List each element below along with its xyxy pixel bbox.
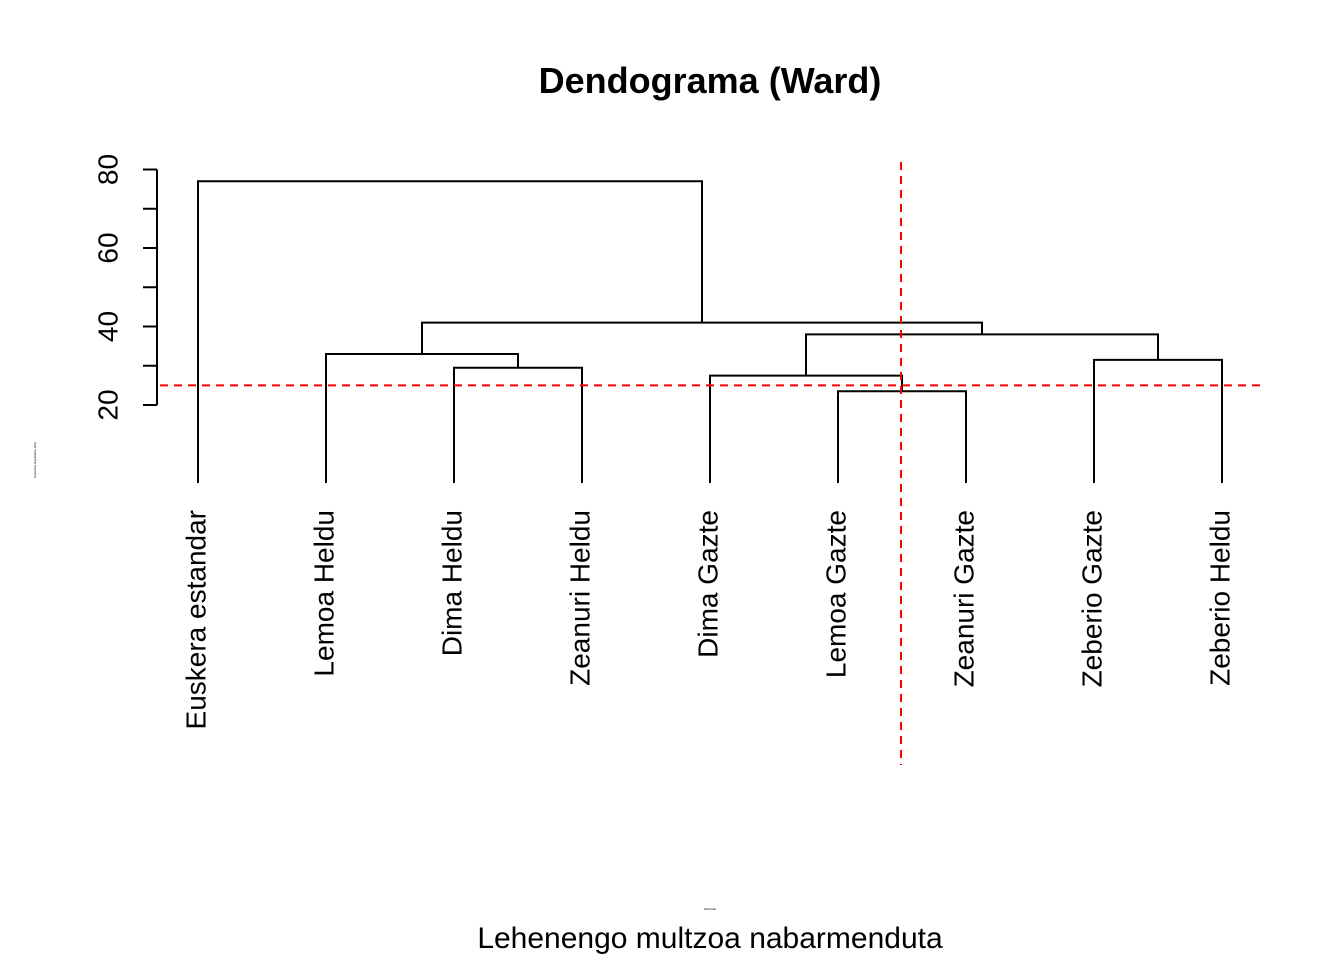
leaf-label: Dima Heldu	[436, 510, 467, 656]
y-tick-label: 40	[92, 311, 123, 342]
chart-subtitle: Lehenengo multzoa nabarmenduta	[477, 922, 943, 955]
x-axis-title: Multzoak	[704, 907, 717, 911]
leaf-label: Zeanuri Gazte	[948, 510, 979, 687]
y-tick-label: 80	[92, 154, 123, 185]
leaf-labels: Euskera estandar Lemoa Heldu Dima Heldu Zea…	[180, 510, 1235, 729]
merge-link-m6	[805, 333, 1159, 376]
merge-link-m8	[197, 180, 703, 483]
leaf-label: Lemoa Gazte	[820, 510, 851, 678]
cut-lines	[160, 162, 1266, 765]
dendrogram-tree	[197, 180, 1223, 483]
leaf-label: Lemoa Heldu	[308, 510, 339, 677]
leaf-label: Euskera estandar	[180, 510, 211, 729]
leaf-label: Zeberio Gazte	[1076, 510, 1107, 687]
leaf-label: Zeanuri Heldu	[564, 510, 595, 686]
y-axis: 20 40 60 80	[92, 154, 158, 421]
merge-link-m4	[1093, 358, 1223, 483]
y-tick-label: 60	[92, 232, 123, 263]
y-axis-title: Distantzia linguistikoa (ED)	[33, 442, 37, 478]
leaf-label: Dima Gazte	[692, 510, 723, 658]
leaf-label: Zeberio Heldu	[1204, 510, 1235, 686]
merge-link-m7	[421, 321, 983, 354]
chart-title: Dendograma (Ward)	[539, 60, 882, 101]
merge-link-m5	[325, 352, 519, 483]
y-tick-label: 20	[92, 389, 123, 420]
